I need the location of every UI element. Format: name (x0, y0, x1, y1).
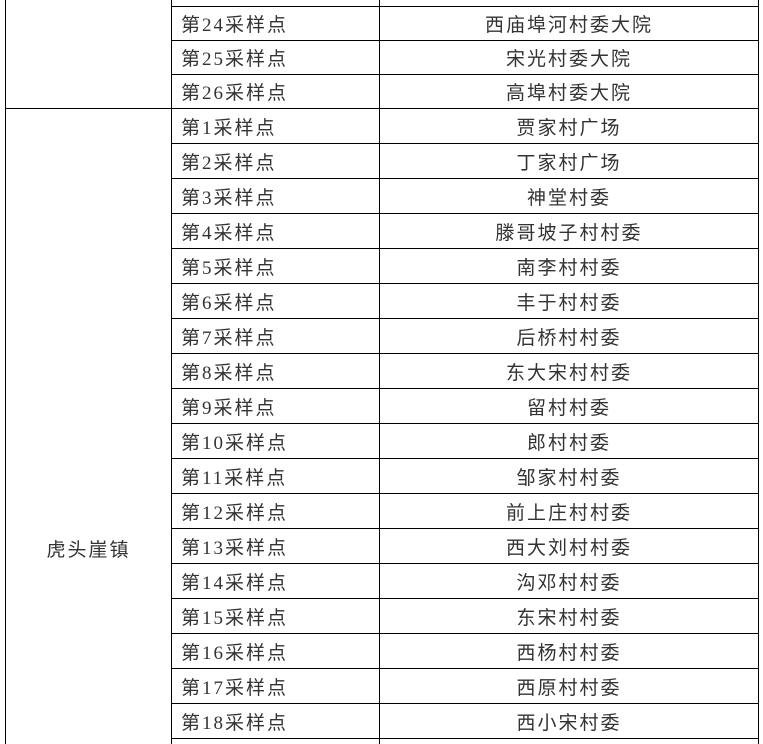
location-cell: 留村村委 (379, 388, 759, 424)
location-cell: 邹家村村委 (379, 458, 759, 494)
sampling-point-cell: 第17采样点 (171, 668, 380, 704)
table-row: 第10采样点 郎村村委 (6, 423, 759, 459)
sampling-points-table: 第24采样点 西庙埠河村委大院 第25采样点 宋光村委大院 第26采样点 高埠村… (5, 0, 759, 744)
sampling-point-cell: 第10采样点 (171, 423, 380, 459)
sampling-point-cell: 第26采样点 (171, 74, 380, 109)
sampling-point-cell: 第9采样点 (171, 388, 380, 424)
sampling-point-cell: 第2采样点 (171, 143, 380, 179)
location-cell: 南李村村委 (379, 248, 759, 284)
location-cell: 滕哥坡子村村委 (379, 213, 759, 249)
sampling-point-cell: 第18采样点 (171, 703, 380, 739)
location-cell: 前上庄村村委 (379, 493, 759, 529)
table-row-partial-bottom (6, 738, 759, 744)
location-cell: 西庙埠河村委大院 (379, 6, 759, 41)
location-cell: 贾家村广场 (379, 108, 759, 144)
location-cell: 东宋村村委 (379, 598, 759, 634)
sampling-point-cell: 第3采样点 (171, 178, 380, 214)
sampling-point-cell: 第14采样点 (171, 563, 380, 599)
location-cell: 西大刘村村委 (379, 528, 759, 564)
table-row-partial-top (5, 0, 759, 109)
table-row: 第5采样点 南李村村委 (6, 248, 759, 284)
sampling-point-cell: 第12采样点 (171, 493, 380, 529)
table-row: 第17采样点 西原村村委 (6, 668, 759, 704)
sampling-point-cell: 第1采样点 (171, 108, 380, 144)
location-cell: 郎村村委 (379, 423, 759, 459)
location-cell: 后桥村村委 (379, 318, 759, 354)
location-cell: 西原村村委 (379, 668, 759, 704)
sampling-point-cell: 第25采样点 (171, 40, 380, 75)
table-row: 第26采样点 高埠村委大院 (6, 74, 759, 109)
sampling-point-cell: 第6采样点 (171, 283, 380, 319)
sampling-point-cell: 第24采样点 (171, 6, 380, 41)
table-row: 虎头崖镇 第1采样点 贾家村广场 (5, 108, 759, 744)
location-cell: 西小宋村委 (379, 703, 759, 739)
sampling-point-cell: 第11采样点 (171, 458, 380, 494)
location-cell: 丰于村村委 (379, 283, 759, 319)
sampling-point-cell: 第5采样点 (171, 248, 380, 284)
sampling-point-cell (171, 738, 380, 744)
location-cell: 东大宋村村委 (379, 353, 759, 389)
sampling-point-cell: 第15采样点 (171, 598, 380, 634)
table-row: 第18采样点 西小宋村委 (6, 703, 759, 739)
table-row: 第8采样点 东大宋村村委 (6, 353, 759, 389)
table-row: 第16采样点 西杨村村委 (6, 633, 759, 669)
location-cell: 丁家村广场 (379, 143, 759, 179)
table-row: 第3采样点 神堂村委 (6, 178, 759, 214)
sampling-point-cell: 第7采样点 (171, 318, 380, 354)
sampling-point-cell: 第8采样点 (171, 353, 380, 389)
location-cell: 西杨村村委 (379, 633, 759, 669)
table-row: 第11采样点 邹家村村委 (6, 458, 759, 494)
location-cell: 宋光村委大院 (379, 40, 759, 75)
sampling-point-cell: 第16采样点 (171, 633, 380, 669)
town-cell (5, 0, 172, 109)
table-row: 第12采样点 前上庄村村委 (6, 493, 759, 529)
table-row: 第6采样点 丰于村村委 (6, 283, 759, 319)
table-row: 第4采样点 滕哥坡子村村委 (6, 213, 759, 249)
table-row: 第9采样点 留村村委 (6, 388, 759, 424)
town-cell: 虎头崖镇 (5, 108, 172, 744)
location-cell: 高埠村委大院 (379, 74, 759, 109)
location-cell (379, 738, 759, 744)
table-row: 第13采样点 西大刘村村委 (6, 528, 759, 564)
location-cell: 沟邓村村委 (379, 563, 759, 599)
sampling-point-cell: 第13采样点 (171, 528, 380, 564)
sampling-point-cell: 第4采样点 (171, 213, 380, 249)
table-row: 第25采样点 宋光村委大院 (6, 40, 759, 75)
town-name-label: 虎头崖镇 (46, 540, 131, 561)
table-row: 第15采样点 东宋村村委 (6, 598, 759, 634)
location-cell: 神堂村委 (379, 178, 759, 214)
